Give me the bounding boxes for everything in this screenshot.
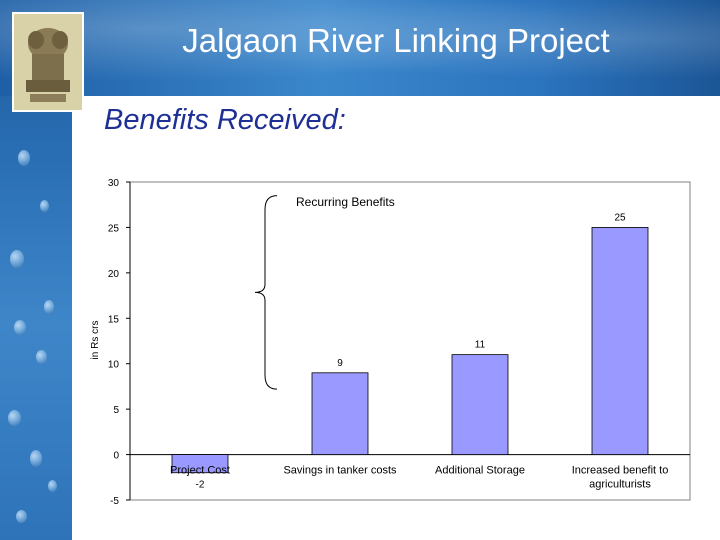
- bar: [171, 454, 229, 474]
- bars: [171, 227, 649, 474]
- slide-title: Jalgaon River Linking Project: [182, 22, 610, 59]
- water-drop-icon: [10, 250, 24, 268]
- slide-subtitle: Benefits Received:: [104, 104, 346, 136]
- water-drop-icon: [8, 410, 21, 426]
- y-tick-label: 15: [108, 314, 120, 325]
- data-label: 11: [475, 340, 486, 351]
- water-drop-icon: [44, 300, 54, 314]
- water-drop-icon: [16, 510, 27, 523]
- data-labels: -2 9 11 25: [196, 212, 626, 490]
- water-drop-icon: [14, 320, 26, 335]
- data-label: 9: [337, 358, 343, 369]
- y-tick-label: 30: [108, 178, 120, 189]
- emblem-icon: [12, 12, 84, 112]
- y-tick-label: -5: [110, 496, 119, 507]
- category-label: Increased benefit to: [572, 465, 669, 477]
- y-tick-label: 10: [108, 360, 120, 371]
- water-drop-icon: [36, 350, 47, 364]
- bar: [311, 372, 369, 455]
- data-label: 25: [614, 212, 626, 223]
- data-label: -2: [196, 480, 205, 491]
- category-label: Savings in tanker costs: [283, 465, 397, 477]
- recurring-benefits-brace: [254, 195, 278, 390]
- y-tick-label: 25: [108, 223, 120, 234]
- bar: [451, 354, 509, 455]
- category-label: agriculturists: [589, 479, 651, 491]
- brace-shape: [254, 195, 278, 390]
- category-label: Additional Storage: [435, 465, 525, 477]
- y-tick-label: 20: [108, 269, 120, 280]
- water-drop-icon: [48, 480, 57, 492]
- recurring-benefits-label: Recurring Benefits: [296, 195, 395, 209]
- category-label: Project Cost: [170, 465, 230, 477]
- category-labels: Project Cost Savings in tanker costs Addit…: [170, 465, 668, 491]
- bar: [591, 227, 649, 455]
- y-tick-label: 0: [113, 451, 119, 462]
- y-tick-label: 5: [113, 405, 119, 416]
- water-drop-icon: [30, 450, 42, 467]
- y-axis-label: in Rs crs: [90, 321, 101, 360]
- lion-capital-icon: [14, 14, 82, 110]
- water-drop-icon: [18, 150, 30, 166]
- water-drop-icon: [40, 200, 49, 212]
- header-band: [0, 0, 720, 96]
